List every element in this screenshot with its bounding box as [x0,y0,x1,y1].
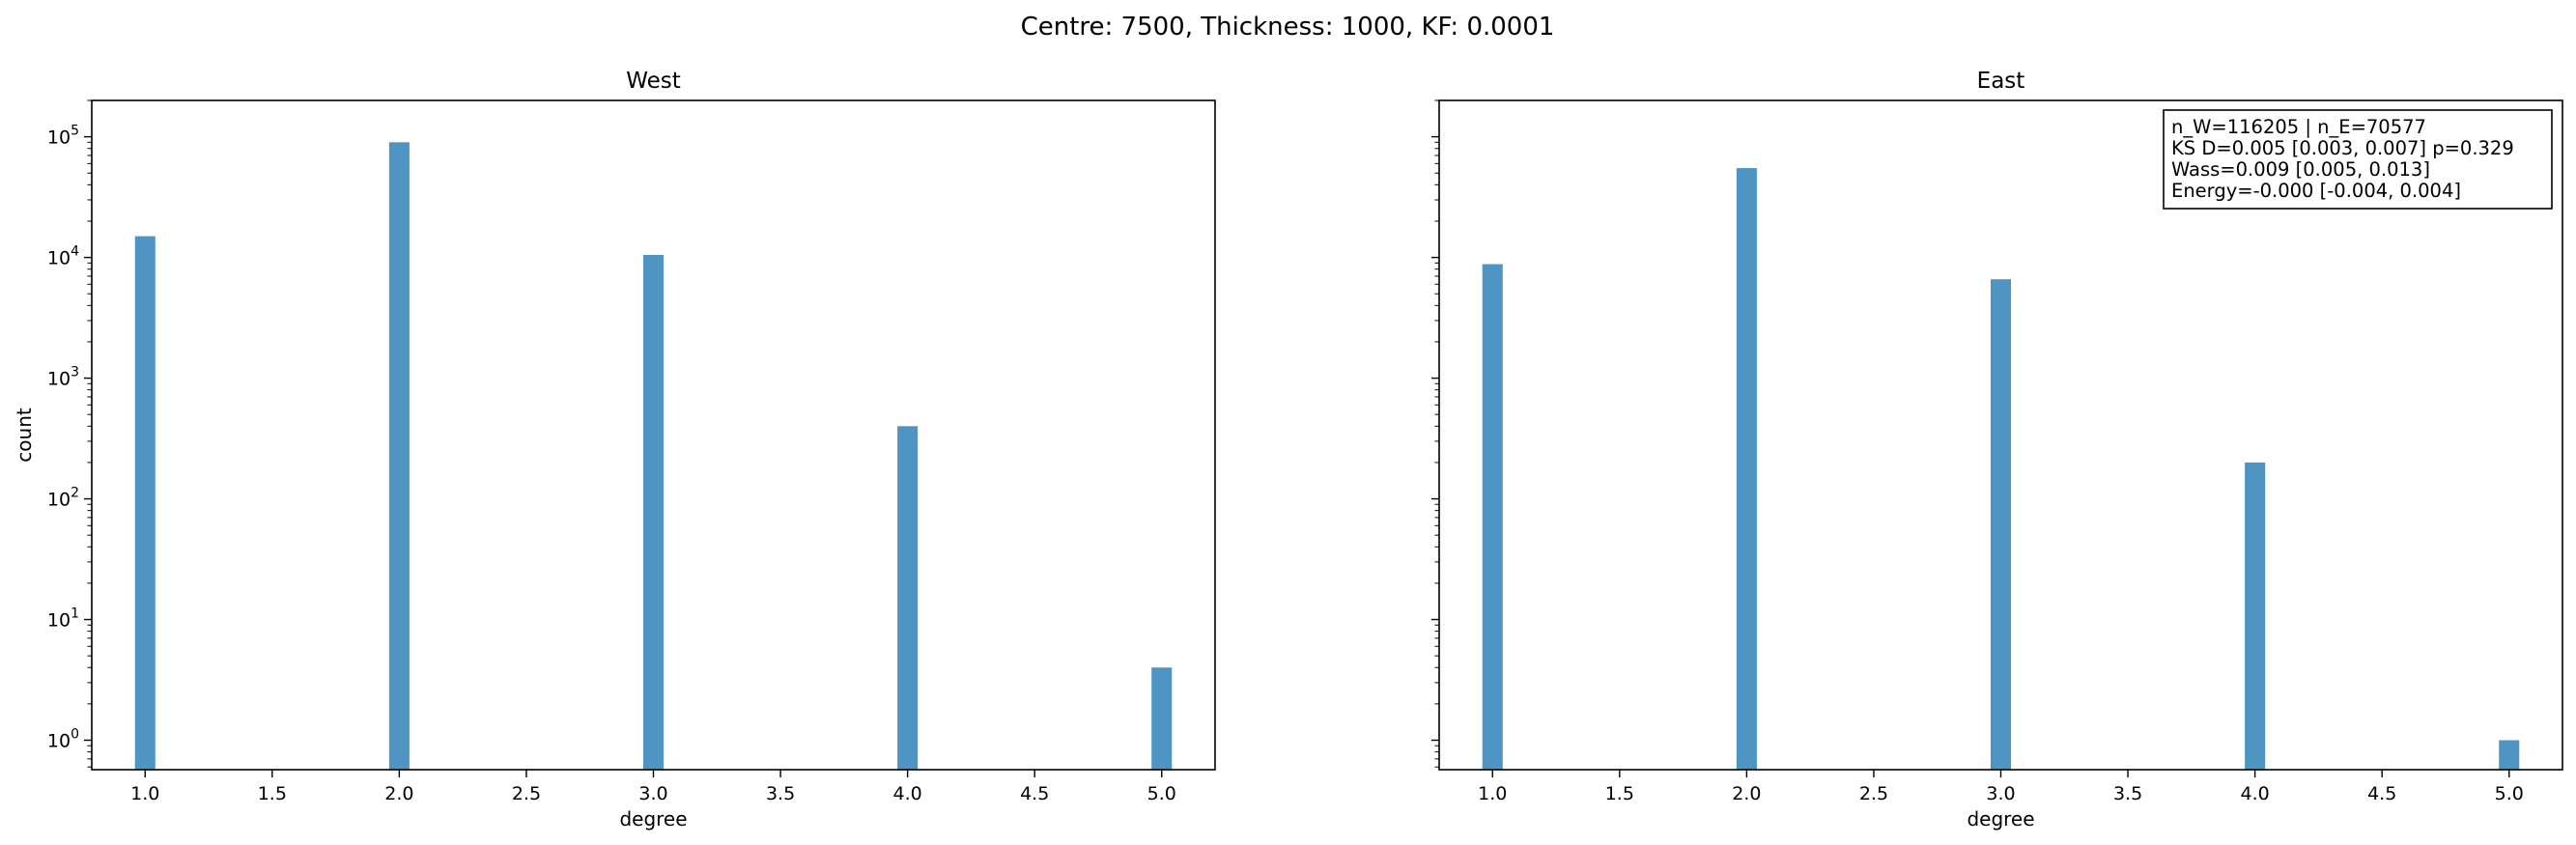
x-tick-label: 1.0 [1478,783,1507,804]
x-axis-label: degree [1967,807,2034,831]
x-tick-label: 2.5 [512,783,541,804]
figure-suptitle: Centre: 7500, Thickness: 1000, KF: 0.000… [1021,13,1555,42]
y-tick-label: 100 [47,726,79,751]
y-tick-label: 101 [47,606,79,632]
stats-line: KS D=0.005 [0.003, 0.007] p=0.329 [2171,137,2514,159]
y-tick-exponent: 2 [71,486,79,501]
bar-degree-4 [2245,462,2266,770]
x-tick-label: 1.5 [1605,783,1634,804]
bar-degree-1 [134,236,156,771]
x-tick-label: 2.0 [1732,783,1761,804]
y-tick-exponent: 3 [71,365,79,380]
bar-degree-3 [642,254,665,770]
bar-degree-3 [1990,279,2012,770]
x-tick-label: 5.0 [2495,783,2524,804]
y-tick-base: 10 [47,610,71,632]
y-tick-base: 10 [47,730,71,751]
y-tick-base: 10 [47,490,71,511]
x-tick-label: 4.0 [2241,783,2270,804]
stats-line: n_W=116205 | n_E=70577 [2171,116,2426,138]
stats-box [2163,109,2553,210]
x-tick-label: 1.0 [130,783,159,804]
x-tick-label: 3.5 [766,783,795,804]
stats-line: Energy=-0.000 [-0.004, 0.004] [2171,180,2461,202]
y-tick-exponent: 4 [71,244,79,260]
y-tick-base: 10 [47,248,71,269]
y-tick-base: 10 [47,127,71,149]
y-tick-label: 104 [47,244,79,269]
bar-degree-2 [388,142,410,770]
x-axis-label: degree [619,807,687,831]
y-axis-label: count [13,408,36,463]
bar-degree-2 [1736,168,1757,770]
y-tick-base: 10 [47,369,71,390]
x-tick-label: 5.0 [1147,783,1176,804]
axes-title: East [1977,69,2025,94]
y-tick-label: 105 [47,124,79,149]
x-tick-label: 4.5 [2367,783,2396,804]
plot-east: East 1.0 1.5 2.0 2.5 3.0 3.5 4.0 4.5 5.0 degree n_W… [1431,69,2563,831]
bar-degree-1 [1482,264,1503,770]
x-tick-label: 2.0 [384,783,413,804]
bar-degree-5 [2499,740,2520,770]
x-tick-label: 1.5 [258,783,287,804]
bar-degree-4 [897,426,919,770]
x-tick-label: 4.0 [893,783,922,804]
bar-degree-5 [1151,667,1173,770]
stats-line: Wass=0.009 [0.005, 0.013] [2171,158,2430,181]
y-tick-exponent: 1 [71,606,79,622]
y-tick-label: 103 [47,365,79,390]
x-tick-label: 3.5 [2113,783,2142,804]
x-tick-label: 3.0 [1986,783,2015,804]
y-tick-exponent: 0 [71,726,79,742]
y-tick-label: 102 [47,486,79,511]
x-tick-label: 3.0 [638,783,667,804]
x-tick-label: 2.5 [1859,783,1888,804]
axes-title: West [626,69,681,94]
x-tick-label: 4.5 [1020,783,1049,804]
y-tick-exponent: 5 [71,124,79,139]
